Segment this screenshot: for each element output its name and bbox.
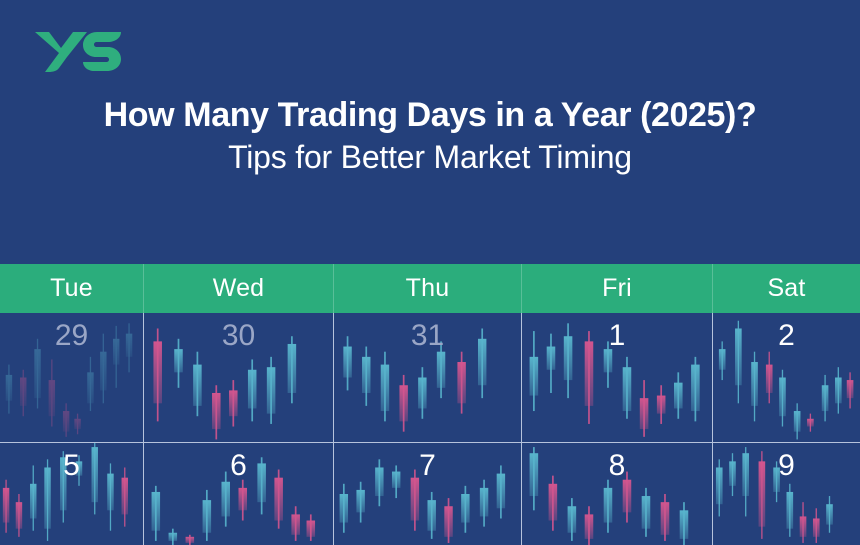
candlestick-chart [522,313,712,442]
candlestick-chart [334,443,521,545]
weekday-header-sat: Sat [712,264,860,313]
day-cell[interactable]: 7 [333,443,521,545]
weekday-label: Wed [212,274,265,302]
calendar-week-row: 5 6 7 8 9 [0,442,860,545]
day-cell[interactable]: 6 [143,443,333,545]
day-cell[interactable]: 29 [0,313,143,442]
candlestick-chart [0,313,143,442]
candlestick-chart [144,443,333,545]
weekday-label: Thu [405,274,450,302]
calendar-weekday-header: Tue Wed Thu Fri Sat [0,264,860,313]
calendar-week-row: 29 30 31 1 2 [0,313,860,442]
page-subtitle: Tips for Better Market Timing [228,139,632,175]
day-cell[interactable]: 31 [333,313,521,442]
candlestick-chart [713,443,860,545]
page-title: How Many Trading Days in a Year (2025)? [103,96,757,134]
weekday-header-thu: Thu [333,264,521,313]
calendar-weeks: 29 30 31 1 2 [0,313,860,545]
candlestick-chart [0,443,143,545]
weekday-label: Tue [50,274,93,302]
candlestick-chart [144,313,333,442]
day-cell[interactable]: 2 [712,313,860,442]
candlestick-chart [713,313,860,442]
day-cell[interactable]: 30 [143,313,333,442]
calendar: Tue Wed Thu Fri Sat 29 30 31 [0,264,860,545]
weekday-label: Fri [602,274,632,302]
weekday-header-fri: Fri [521,264,712,313]
weekday-header-tue: Tue [0,264,143,313]
hero-section: How Many Trading Days in a Year (2025)? … [0,0,860,264]
xs-logo[interactable] [33,24,125,72]
day-cell[interactable]: 8 [521,443,712,545]
weekday-label: Sat [767,274,806,302]
day-cell[interactable]: 5 [0,443,143,545]
day-cell[interactable]: 1 [521,313,712,442]
weekday-header-wed: Wed [143,264,333,313]
candlestick-chart [334,313,521,442]
candlestick-chart [522,443,712,545]
day-cell[interactable]: 9 [712,443,860,545]
